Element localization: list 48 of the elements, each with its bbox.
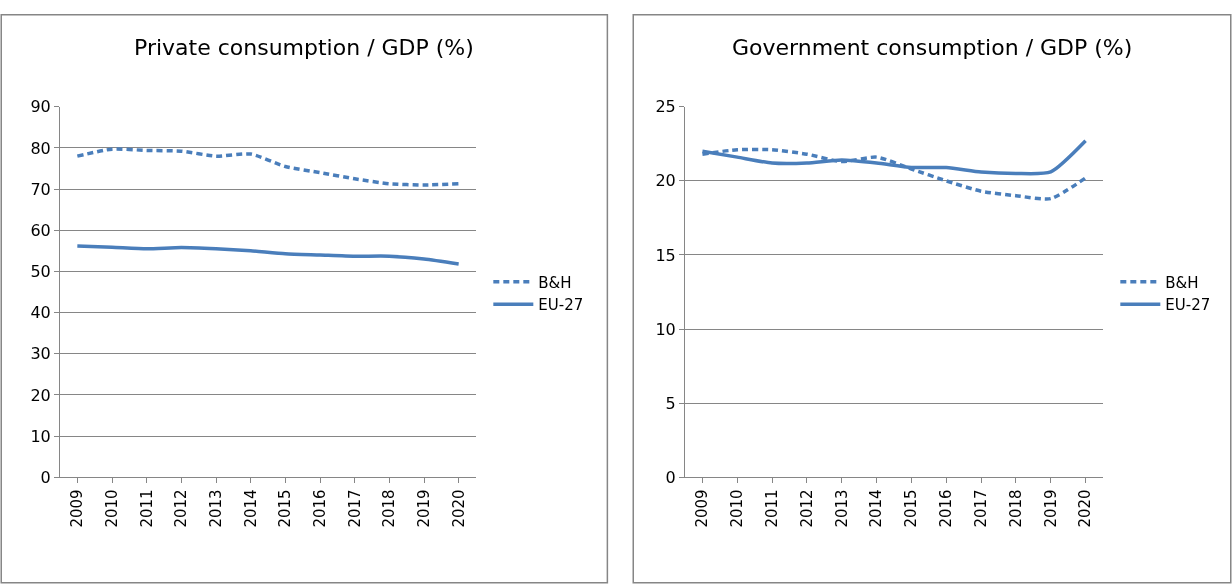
y-tick-label: 15 bbox=[655, 245, 676, 265]
chart-title: Government consumption / GDP (%) bbox=[732, 35, 1133, 60]
y-tick-label: 40 bbox=[30, 303, 51, 323]
x-tick-label: 2013 bbox=[206, 489, 225, 528]
x-tick-label: 2015 bbox=[276, 489, 295, 528]
line-series bbox=[75, 244, 461, 266]
legend-label: EU-27 bbox=[1165, 296, 1211, 315]
x-tick-label: 2010 bbox=[728, 489, 747, 528]
y-tick-label: 20 bbox=[30, 385, 51, 405]
x-tick-label: 2009 bbox=[68, 489, 87, 528]
y-tick-label: 60 bbox=[30, 220, 51, 240]
x-tick-label: 2014 bbox=[241, 489, 260, 528]
chart-title: Private consumption / GDP (%) bbox=[134, 35, 474, 60]
y-tick-label: 50 bbox=[30, 262, 51, 282]
y-tick-label: 80 bbox=[30, 138, 51, 158]
x-tick-label: 2009 bbox=[693, 489, 712, 528]
x-tick-label: 2014 bbox=[867, 489, 886, 528]
x-tick-label: 2012 bbox=[797, 489, 816, 528]
x-tick-label: 2012 bbox=[172, 489, 191, 528]
x-tick-label: 2019 bbox=[414, 489, 433, 528]
x-tick-label: 2020 bbox=[1076, 489, 1095, 528]
y-tick-label: 90 bbox=[30, 97, 51, 117]
x-tick-label: 2017 bbox=[345, 489, 364, 528]
y-tick-label: 30 bbox=[30, 344, 51, 364]
legend-label: B&H bbox=[538, 273, 572, 292]
y-tick-label: 10 bbox=[30, 426, 51, 446]
x-tick-label: 2018 bbox=[1006, 489, 1025, 528]
y-tick-label: 20 bbox=[655, 171, 676, 191]
x-tick-label: 2010 bbox=[102, 489, 121, 528]
x-tick-label: 2015 bbox=[902, 489, 921, 528]
x-tick-label: 2013 bbox=[832, 489, 851, 528]
x-tick-label: 2016 bbox=[937, 489, 956, 528]
x-tick-label: 2011 bbox=[762, 489, 781, 528]
y-tick-label: 5 bbox=[665, 393, 676, 413]
y-tick-label: 10 bbox=[655, 319, 676, 339]
legend-label: B&H bbox=[1165, 273, 1199, 292]
legend-label: EU-27 bbox=[538, 296, 584, 315]
y-tick-label: 25 bbox=[655, 97, 676, 117]
y-tick-label: 0 bbox=[665, 467, 676, 487]
x-tick-label: 2017 bbox=[971, 489, 990, 528]
x-tick-label: 2019 bbox=[1041, 489, 1060, 528]
x-tick-label: 2011 bbox=[137, 489, 156, 528]
y-tick-label: 70 bbox=[30, 179, 51, 199]
x-tick-label: 2016 bbox=[310, 489, 329, 528]
line-series bbox=[75, 147, 461, 187]
x-tick-label: 2020 bbox=[449, 489, 468, 528]
x-tick-label: 2018 bbox=[380, 489, 399, 528]
y-tick-label: 0 bbox=[40, 467, 51, 487]
